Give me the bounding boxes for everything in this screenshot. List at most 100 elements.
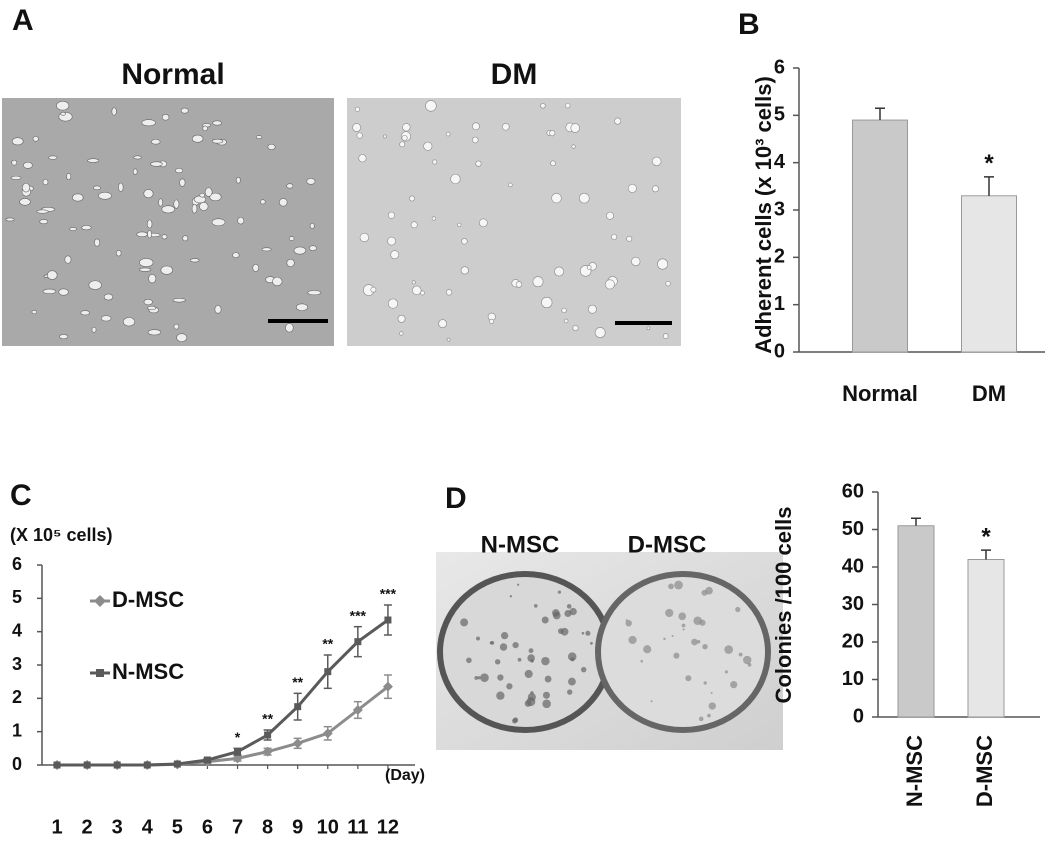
colony [682,628,685,631]
colony [743,655,752,665]
cell [214,305,222,314]
colony [628,635,637,645]
cell [232,252,240,259]
cell [402,123,411,132]
cell [423,141,433,151]
cell [445,289,453,296]
colony [707,713,711,718]
cell [93,185,101,191]
cell [358,154,367,163]
colony [735,606,741,613]
cell [587,304,597,314]
x-tick-label: 3 [112,816,123,838]
y-tick-label: 3 [774,198,785,220]
cell [161,113,170,121]
marker [203,756,211,764]
cell [150,161,163,167]
cell [11,159,18,166]
panel-label: A [12,4,34,37]
cell [457,222,462,228]
colony [625,619,628,622]
x-axis-label: (Day) [385,767,425,784]
cell [387,211,396,219]
x-tick-label: 5 [172,816,183,838]
cell [646,326,651,331]
cell [138,267,152,272]
colony [569,607,577,616]
cell [308,245,317,251]
cell [611,233,618,240]
colony [542,691,551,699]
cell [80,310,90,316]
marker [384,616,392,624]
cell [189,258,200,263]
cell [662,333,669,340]
cell [260,199,266,205]
x-tick-label: 6 [202,816,213,838]
cell [399,141,406,148]
colony [512,718,518,724]
colony [499,643,508,651]
colony [568,677,576,686]
cell [540,103,546,109]
cell [410,221,418,229]
colony [668,583,674,590]
cell [209,192,222,202]
colony [566,604,572,609]
cell [356,132,363,139]
colony [533,604,538,608]
cell [563,318,569,324]
cell [631,256,641,267]
cell [160,265,173,275]
colony [474,676,479,680]
cell [397,314,406,323]
cell [211,138,224,144]
colony [526,697,536,707]
cell [235,176,241,184]
panel-label: C [10,479,32,512]
colony [506,683,513,690]
cell [425,100,437,112]
colony [640,659,644,663]
marker [232,753,243,764]
cell [359,232,369,243]
cell [179,178,186,187]
y-tick-label: 4 [774,151,786,173]
cell [161,205,175,214]
cell [141,119,156,127]
cells [5,100,671,342]
marker [143,761,151,769]
cell [199,193,205,198]
y-tick-label: 30 [842,593,864,615]
y-tick-label: 0 [774,340,785,362]
cell [652,156,662,167]
x-tick-label: 10 [317,816,339,838]
cell [88,280,102,290]
cell [173,199,180,209]
cell [309,222,315,229]
y-tick-label: 10 [842,668,864,690]
colony [710,691,713,695]
bar [967,559,1005,718]
cell [255,135,263,139]
marker [234,748,242,756]
cell [66,172,72,181]
cell [36,209,49,214]
marker [382,681,393,692]
marker [113,761,121,769]
colony [557,590,562,594]
colony [530,659,534,663]
cell [472,122,480,131]
cell [285,323,294,333]
cell [64,255,72,264]
significance: ** [322,636,333,652]
colony [681,623,686,628]
y-tick-label: 1 [12,720,22,740]
cell [60,111,66,116]
cell [261,247,272,252]
cell [383,134,387,139]
cell [306,178,316,185]
y-axis-label: (X 10⁵ cells) [10,525,113,545]
x-tick-label: 7 [232,816,243,838]
